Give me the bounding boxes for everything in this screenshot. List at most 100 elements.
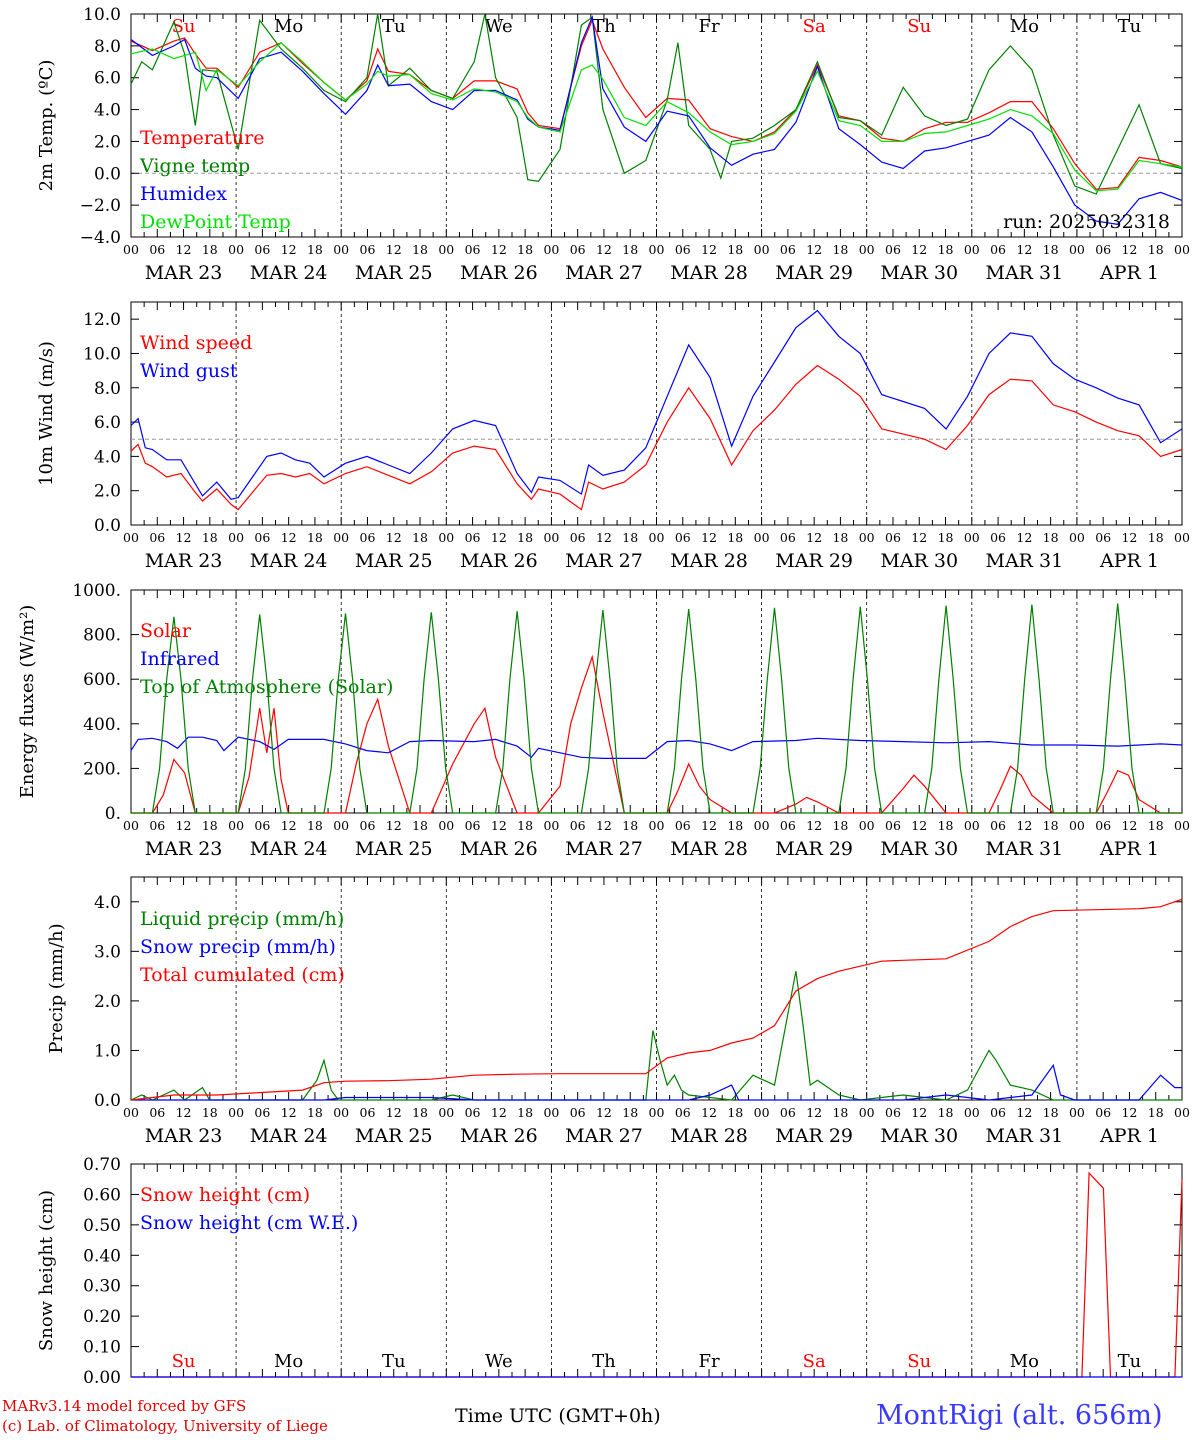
hour-tick-label: 18 xyxy=(727,1105,743,1120)
y-tick-label: 400. xyxy=(83,715,121,735)
hour-tick-label: 06 xyxy=(675,818,691,833)
hour-tick-label: 00 xyxy=(1174,1105,1190,1120)
hour-tick-label: 00 xyxy=(333,818,349,833)
series-line xyxy=(130,898,1183,1101)
day-abbr-label: Sa xyxy=(803,1351,826,1372)
hour-tick-label: 06 xyxy=(1095,1105,1111,1120)
y-tick-label: 1000. xyxy=(72,581,121,601)
date-label: APR 1 xyxy=(1099,838,1159,860)
day-abbr-label: Mo xyxy=(274,16,303,37)
date-label: MAR 30 xyxy=(880,838,958,860)
hour-tick-label: 06 xyxy=(465,818,481,833)
hour-tick-label: 12 xyxy=(386,1105,402,1120)
y-tick-label: 0.70 xyxy=(83,1155,121,1175)
hour-tick-label: 18 xyxy=(202,242,218,257)
date-label: MAR 23 xyxy=(145,262,223,284)
hour-tick-label: 06 xyxy=(885,1105,901,1120)
hour-tick-label: 12 xyxy=(596,530,612,545)
hour-tick-label: 18 xyxy=(307,1105,323,1120)
date-label: MAR 23 xyxy=(145,550,223,572)
legend-entry: Snow precip (mm/h) xyxy=(140,936,336,958)
hour-tick-label: 00 xyxy=(649,242,665,257)
hour-tick-label: 00 xyxy=(1069,818,1085,833)
hour-tick-label: 06 xyxy=(570,818,586,833)
hour-tick-label: 00 xyxy=(543,530,559,545)
legend-entry: Temperature xyxy=(140,127,264,149)
series-line xyxy=(130,15,1183,225)
hour-tick-label: 12 xyxy=(386,530,402,545)
hour-tick-label: 12 xyxy=(701,818,717,833)
y-tick-label: −2.0 xyxy=(80,196,121,216)
hour-tick-label: 12 xyxy=(176,242,192,257)
series-line xyxy=(130,41,1183,192)
hour-tick-label: 06 xyxy=(780,530,796,545)
hour-tick-label: 00 xyxy=(754,242,770,257)
y-axis-label: Precip (mm/h) xyxy=(46,923,67,1053)
date-label: MAR 29 xyxy=(775,838,853,860)
y-tick-label: 0.0 xyxy=(94,1091,121,1111)
date-label: MAR 24 xyxy=(250,262,328,284)
y-tick-label: 6.0 xyxy=(94,69,121,89)
hour-tick-label: 12 xyxy=(491,530,507,545)
date-label: MAR 29 xyxy=(775,1125,853,1147)
day-abbr-label: Su xyxy=(172,1351,196,1372)
meteogram-chart: 10.08.06.04.02.00.0−2.0−4.02m Temp. (ºC)… xyxy=(17,5,1190,1390)
hour-tick-label: 18 xyxy=(727,530,743,545)
legend-entry: Snow height (cm) xyxy=(140,1184,310,1206)
y-tick-label: 0.50 xyxy=(83,1216,121,1236)
model-credit-line1: MARv3.14 model forced by GFS xyxy=(2,1397,247,1415)
day-number-label: 29 xyxy=(806,1387,822,1390)
hour-tick-label: 18 xyxy=(517,530,533,545)
day-abbr-label: Fr xyxy=(699,1351,720,1372)
date-label: MAR 23 xyxy=(145,1125,223,1147)
chart-panel-4: 4.0 3.0 2.0 1.0 0.0 Precip (mm/h) 00 06 12 18 00 06… xyxy=(46,876,1190,1147)
hour-tick-label: 06 xyxy=(885,530,901,545)
hour-tick-label: 12 xyxy=(176,530,192,545)
hour-tick-label: 18 xyxy=(202,1105,218,1120)
hour-tick-label: 06 xyxy=(780,818,796,833)
hour-tick-label: 12 xyxy=(491,1105,507,1120)
hour-tick-label: 12 xyxy=(911,242,927,257)
day-number-label: 1 xyxy=(1125,1387,1133,1390)
date-label: MAR 26 xyxy=(460,838,538,860)
y-tick-label: 6.0 xyxy=(94,413,121,433)
y-tick-label: 0.60 xyxy=(83,1185,121,1205)
day-abbr-label: Tu xyxy=(382,16,406,37)
hour-tick-label: 18 xyxy=(307,530,323,545)
date-label: MAR 25 xyxy=(355,1125,433,1147)
day-number-label: 24 xyxy=(281,1387,297,1390)
series-line xyxy=(130,364,1183,511)
hour-tick-label: 18 xyxy=(307,818,323,833)
date-label: MAR 26 xyxy=(460,550,538,572)
hour-tick-label: 06 xyxy=(360,1105,376,1120)
hour-tick-label: 00 xyxy=(1174,530,1190,545)
date-label: MAR 27 xyxy=(565,262,643,284)
day-abbr-label: Fr xyxy=(699,16,720,37)
hour-tick-label: 00 xyxy=(438,818,454,833)
hour-tick-label: 00 xyxy=(123,242,139,257)
date-label: MAR 26 xyxy=(460,1125,538,1147)
y-tick-label: 4.0 xyxy=(94,893,121,913)
hour-tick-label: 06 xyxy=(254,818,270,833)
hour-tick-label: 18 xyxy=(517,242,533,257)
hour-tick-label: 00 xyxy=(859,818,875,833)
date-label: APR 1 xyxy=(1099,550,1159,572)
hour-tick-label: 12 xyxy=(911,818,927,833)
y-tick-label: 0.00 xyxy=(83,1368,121,1388)
station-name: MontRigi (alt. 656m) xyxy=(876,1400,1163,1431)
hour-tick-label: 00 xyxy=(649,1105,665,1120)
hour-tick-label: 00 xyxy=(543,818,559,833)
hour-tick-label: 18 xyxy=(1148,530,1164,545)
hour-tick-label: 06 xyxy=(360,818,376,833)
plot-frame xyxy=(130,589,1183,814)
hour-tick-label: 00 xyxy=(754,1105,770,1120)
hour-tick-label: 18 xyxy=(622,530,638,545)
hour-tick-label: 18 xyxy=(938,818,954,833)
run-annotation: run: 2025032318 xyxy=(1003,211,1170,233)
hour-tick-label: 00 xyxy=(543,242,559,257)
hour-tick-label: 18 xyxy=(1043,530,1059,545)
hour-tick-label: 18 xyxy=(1043,818,1059,833)
date-label: MAR 28 xyxy=(670,1125,748,1147)
hour-tick-label: 00 xyxy=(333,530,349,545)
hour-tick-label: 12 xyxy=(491,242,507,257)
